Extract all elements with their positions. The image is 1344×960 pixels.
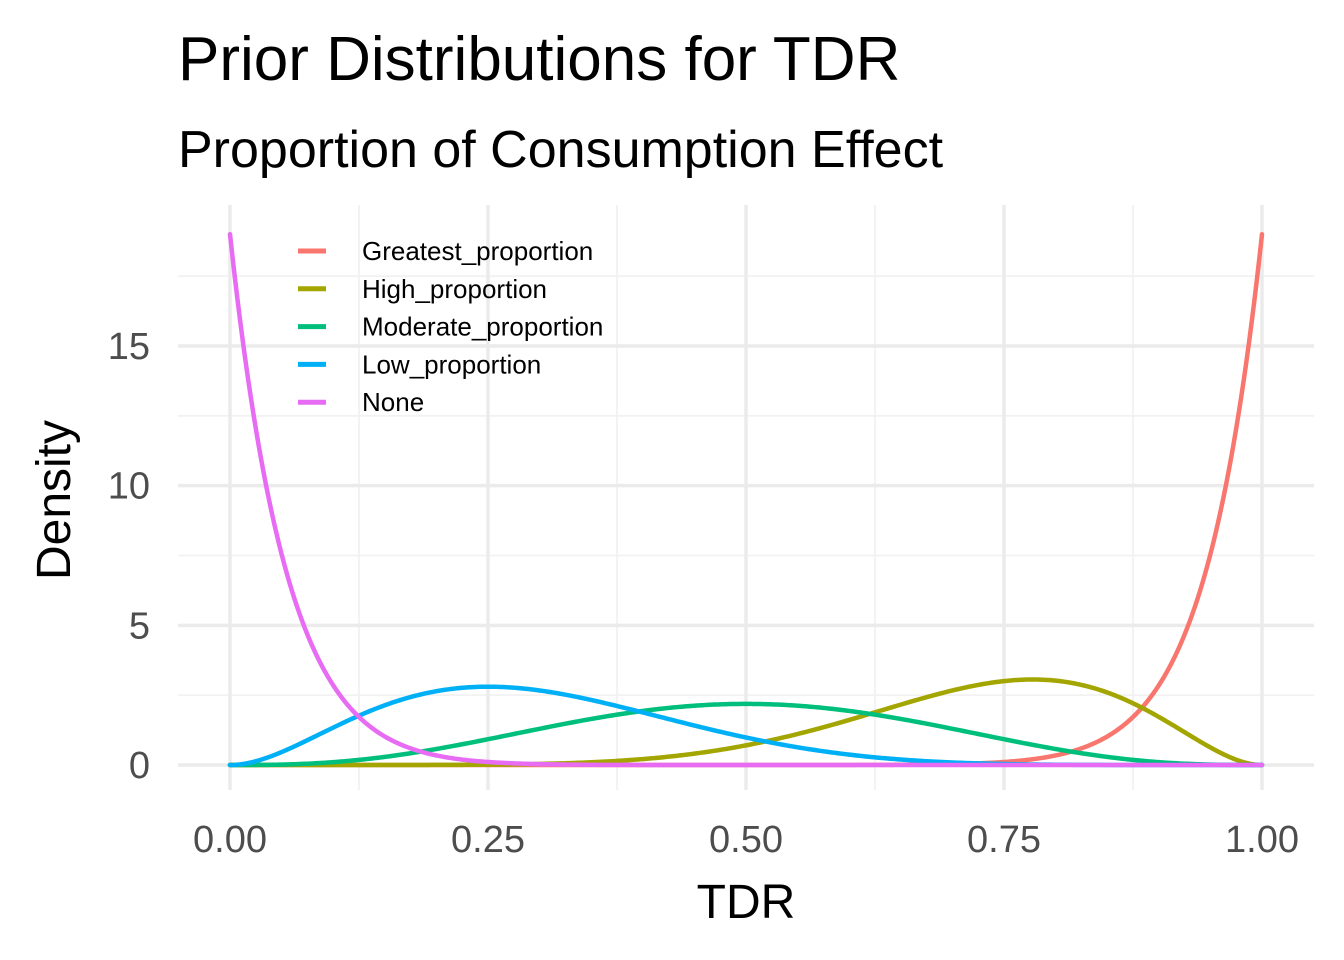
legend-label: Moderate_proportion	[362, 312, 603, 342]
series-line-high-proportion	[227, 677, 1265, 768]
y-tick-label: 5	[129, 605, 150, 647]
x-tick-label: 0.00	[193, 819, 267, 861]
y-tick-label: 10	[108, 466, 150, 508]
legend: Greatest_proportion High_proportion Modera…	[298, 236, 603, 417]
chart-title: Prior Distributions for TDR	[178, 25, 900, 94]
x-tick-label: 0.25	[451, 819, 525, 861]
legend-label: Low_proportion	[362, 349, 541, 379]
y-tick-label: 0	[129, 745, 150, 787]
x-tick-label: 0.50	[709, 819, 783, 861]
legend-label: None	[362, 387, 424, 417]
x-tick-labels: 0.00 0.25 0.50 0.75 1.00	[193, 819, 1299, 861]
chart-subtitle: Proportion of Consumption Effect	[178, 121, 944, 179]
legend-label: High_proportion	[362, 274, 547, 304]
x-axis-label: TDR	[697, 876, 796, 929]
x-tick-label: 1.00	[1225, 819, 1299, 861]
x-tick-label: 0.75	[967, 819, 1041, 861]
series-line-moderate-proportion	[227, 701, 1265, 768]
y-tick-labels: 0 5 10 15	[108, 326, 150, 787]
legend-label: Greatest_proportion	[362, 236, 593, 266]
y-axis-label: Density	[28, 420, 81, 580]
series-lines	[227, 232, 1265, 768]
y-tick-label: 15	[108, 326, 150, 368]
series-line-none	[227, 232, 1265, 768]
